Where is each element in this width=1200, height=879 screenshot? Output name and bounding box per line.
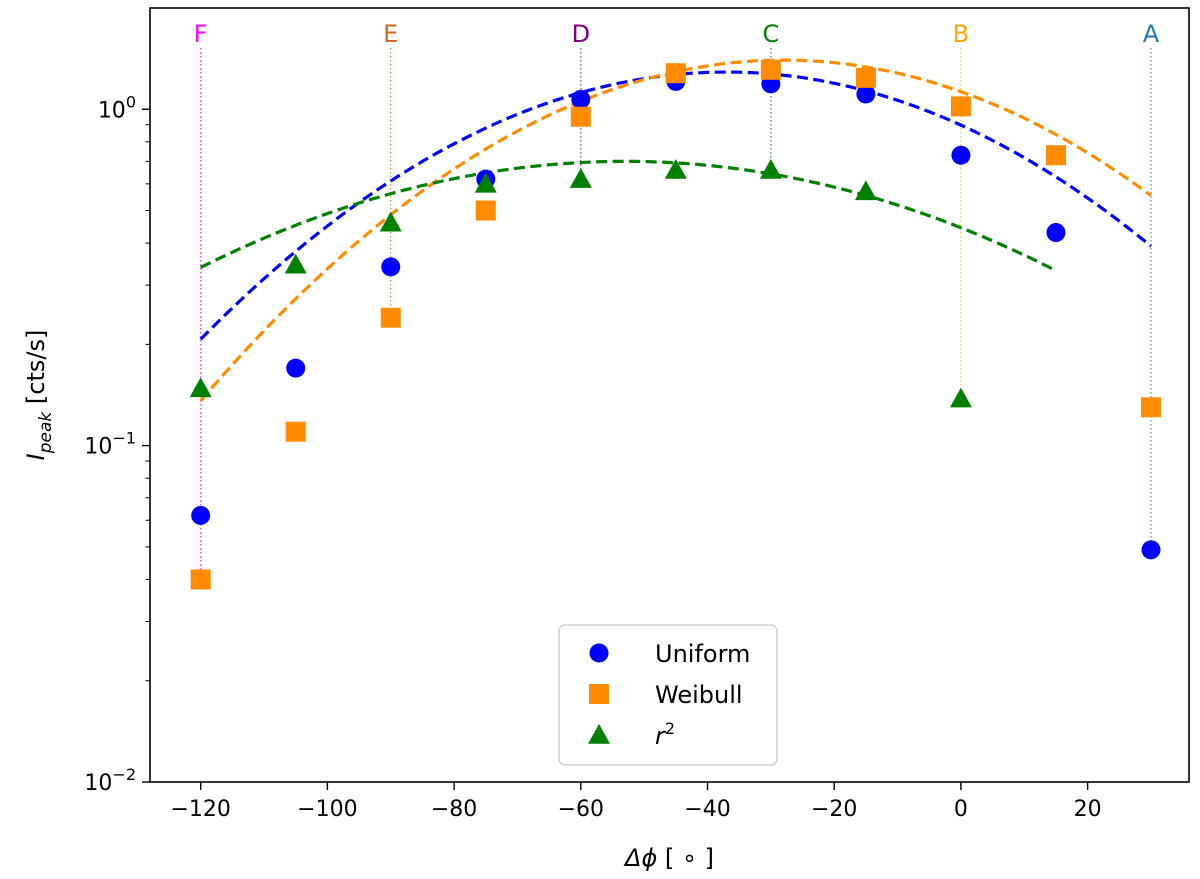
legend-marker bbox=[589, 684, 609, 704]
legend-label: Uniform bbox=[655, 640, 750, 668]
point-r2 bbox=[189, 377, 212, 398]
point-uniform bbox=[951, 145, 971, 165]
x-axis-label: Δϕ [ ∘ ] bbox=[623, 844, 714, 872]
marker-label-e: E bbox=[383, 20, 398, 48]
legend-label: r2 bbox=[655, 719, 675, 750]
x-tick-label: −120 bbox=[170, 797, 230, 822]
x-tick-label: −100 bbox=[297, 797, 357, 822]
point-weibull bbox=[475, 200, 496, 221]
point-r2 bbox=[664, 158, 687, 179]
point-weibull bbox=[760, 59, 781, 80]
marker-label-b: B bbox=[953, 20, 969, 48]
point-r2 bbox=[854, 180, 877, 201]
point-uniform bbox=[191, 505, 211, 525]
point-r2 bbox=[474, 172, 497, 193]
x-tick-label: 20 bbox=[1074, 797, 1102, 822]
x-tick-label: −40 bbox=[684, 797, 730, 822]
legend-label: Weibull bbox=[655, 681, 743, 709]
point-uniform bbox=[856, 84, 876, 104]
chart-marker-lines bbox=[200, 48, 1152, 580]
marker-label-f: F bbox=[194, 20, 208, 48]
fit-curves bbox=[199, 58, 1153, 402]
point-weibull bbox=[380, 307, 401, 328]
point-weibull bbox=[665, 63, 686, 84]
point-r2 bbox=[379, 211, 402, 232]
data-points bbox=[189, 59, 1161, 590]
x-tick-label: −60 bbox=[558, 797, 604, 822]
y-tick-label: 10−2 bbox=[84, 765, 136, 796]
x-tick-label: 0 bbox=[954, 797, 968, 822]
point-r2 bbox=[949, 387, 972, 408]
fit-curve-r2 bbox=[199, 159, 1057, 273]
point-r2 bbox=[569, 168, 592, 188]
legend-box bbox=[558, 624, 778, 766]
plot-frame bbox=[149, 7, 1190, 783]
legend: Uniform Weibull r2 bbox=[558, 624, 778, 766]
point-uniform bbox=[286, 358, 306, 378]
marker-label-d: D bbox=[572, 20, 590, 48]
point-uniform bbox=[1046, 223, 1066, 243]
point-weibull bbox=[950, 96, 971, 117]
fit-curve-weibull bbox=[199, 58, 1152, 402]
axes: −120 −100 −80 −60 −40 −20 0 20 10−2 10−1 100 Δϕ [ ∘… bbox=[22, 92, 1102, 872]
point-weibull bbox=[855, 67, 876, 88]
y-tick-label: 100 bbox=[98, 92, 136, 123]
legend-marker bbox=[589, 643, 609, 663]
y-axis-label: Ipeak [cts/s] bbox=[22, 330, 56, 461]
marker-label-a: A bbox=[1143, 20, 1160, 48]
legend-marker bbox=[588, 724, 610, 744]
point-weibull bbox=[190, 569, 211, 590]
point-uniform bbox=[381, 257, 401, 277]
y-tick-label: 10−1 bbox=[84, 429, 136, 460]
x-tick-label: −80 bbox=[431, 797, 477, 822]
x-tick-label: −20 bbox=[811, 797, 857, 822]
point-weibull bbox=[1140, 397, 1161, 418]
point-r2 bbox=[759, 158, 782, 179]
point-r2 bbox=[284, 253, 307, 274]
point-weibull bbox=[570, 106, 591, 127]
point-weibull bbox=[1045, 145, 1066, 166]
point-uniform bbox=[571, 89, 591, 109]
marker-label-c: C bbox=[762, 20, 779, 48]
point-weibull bbox=[285, 421, 306, 442]
point-uniform bbox=[1141, 540, 1161, 560]
